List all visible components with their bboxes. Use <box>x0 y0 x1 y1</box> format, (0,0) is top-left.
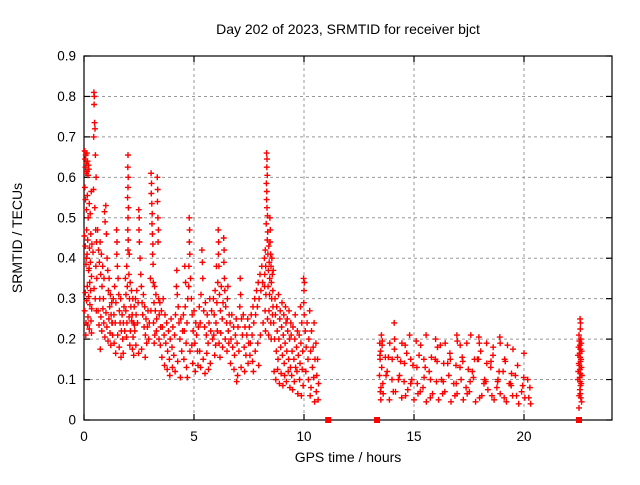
y-tick-label: 0.1 <box>57 372 76 387</box>
y-tick-label: 0.7 <box>57 129 76 144</box>
x-tick-label: 10 <box>296 429 311 444</box>
y-tick-label: 0.8 <box>57 89 76 104</box>
data-points <box>81 89 585 423</box>
y-tick-label: 0.6 <box>57 170 76 185</box>
y-tick-label: 0.5 <box>57 210 76 225</box>
x-axis-label: GPS time / hours <box>295 449 402 465</box>
y-tick-label: 0.4 <box>57 251 76 266</box>
y-tick-label: 0.9 <box>57 49 76 64</box>
y-tick-label: 0 <box>68 413 76 428</box>
series-zero-flag-markers-marker <box>325 417 332 423</box>
x-tick-label: 5 <box>190 429 198 444</box>
tick-labels: 0 5 10 15 20 0 0.1 0.2 0.3 0.4 0.5 0.6 0.7 0.8 0.9 <box>57 49 531 445</box>
series-srmtid <box>81 89 585 411</box>
x-tick-label: 20 <box>516 429 531 444</box>
y-tick-label: 0.2 <box>57 332 76 347</box>
x-tick-label: 0 <box>80 429 88 444</box>
y-axis-label: SRMTID / TECUs <box>9 183 25 293</box>
y-tick-label: 0.3 <box>57 291 76 306</box>
chart-title: Day 202 of 2023, SRMTID for receiver bjc… <box>216 21 480 37</box>
series-zero-flag-markers-marker <box>576 417 582 423</box>
series-zero-flag-markers-marker <box>374 417 381 423</box>
x-tick-label: 15 <box>406 429 421 444</box>
